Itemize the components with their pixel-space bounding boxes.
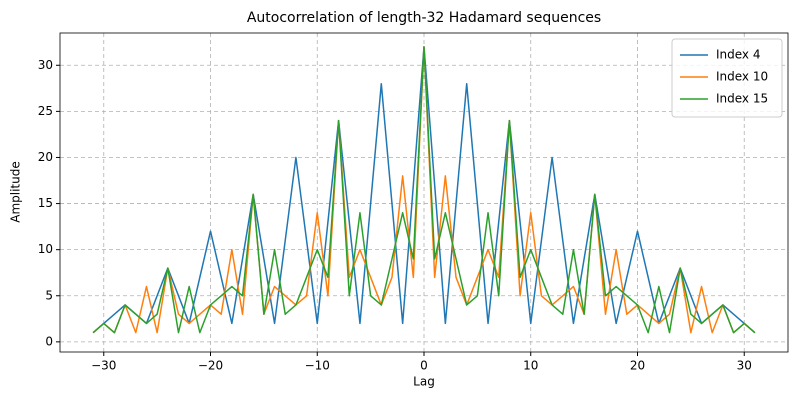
x-tick-label: −20	[198, 359, 223, 373]
y-axis-label: Amplitude	[9, 161, 23, 223]
legend-label: Index 10	[716, 70, 768, 84]
y-tick-label: 30	[38, 58, 53, 72]
x-axis-label: Lag	[413, 375, 435, 389]
x-tick-label: 30	[737, 359, 752, 373]
x-tick-label: 0	[420, 359, 428, 373]
grid	[56, 33, 788, 356]
y-tick-label: 15	[38, 196, 53, 210]
y-tick-label: 25	[38, 104, 53, 118]
legend-label: Index 4	[716, 48, 760, 62]
y-tick-label: 5	[45, 288, 53, 302]
legend-box	[671, 38, 783, 118]
x-tick-label: 10	[523, 359, 538, 373]
lines	[92, 46, 756, 334]
legend: Index 4 Index 10 Index 15	[671, 38, 783, 118]
y-tick-label: 10	[38, 242, 53, 256]
plot-frame	[59, 32, 789, 353]
chart-title: Autocorrelation of length-32 Hadamard se…	[247, 10, 601, 26]
y-tick-label: 20	[38, 150, 53, 164]
x-tick-label: −30	[91, 359, 116, 373]
x-tick-label: −10	[305, 359, 330, 373]
series-line	[92, 46, 756, 334]
x-tick-label: 20	[630, 359, 645, 373]
legend-label: Index 15	[716, 92, 768, 106]
y-tick-label: 0	[45, 334, 53, 348]
